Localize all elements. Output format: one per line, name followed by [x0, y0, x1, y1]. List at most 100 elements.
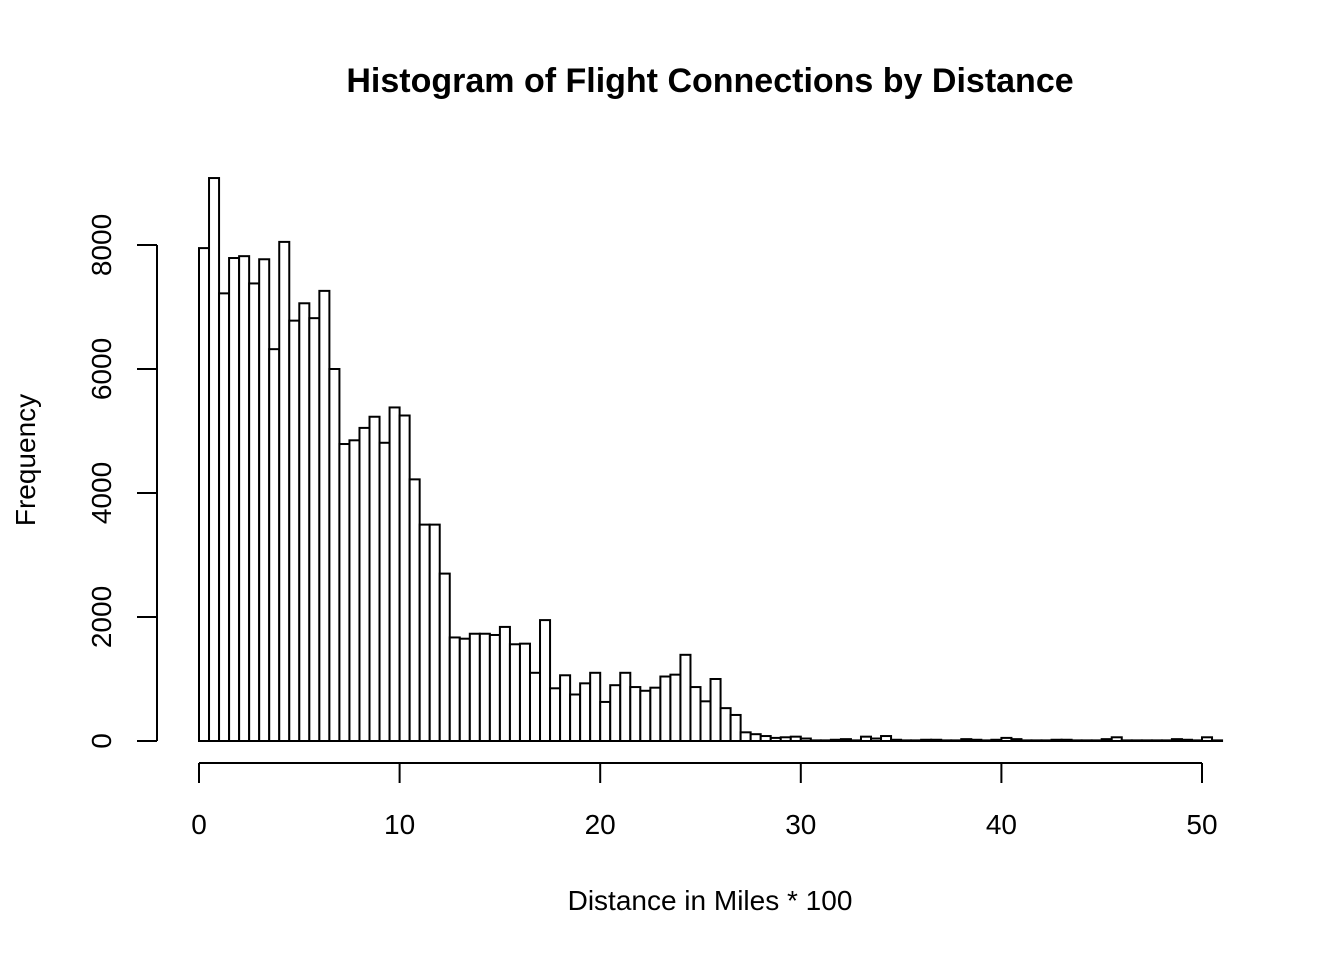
histogram-bar — [508, 643, 521, 743]
histogram-bar — [880, 735, 893, 742]
histogram-bar — [438, 572, 451, 742]
histogram-bar — [368, 415, 381, 742]
histogram-bar — [1170, 738, 1183, 743]
histogram-bar — [1130, 739, 1143, 743]
histogram-bar — [970, 738, 983, 743]
histogram-bar — [589, 671, 602, 742]
histogram-bar — [1150, 739, 1163, 743]
histogram-bar — [298, 302, 311, 742]
histogram-bar — [518, 642, 531, 742]
histogram-bar — [418, 523, 431, 742]
y-tick-label: 4000 — [86, 462, 117, 524]
histogram-bar — [679, 653, 692, 743]
histogram-bar — [1070, 739, 1083, 743]
histogram-bar — [1010, 738, 1023, 743]
histogram-bar — [408, 478, 421, 742]
histogram-bar — [488, 633, 501, 742]
histogram-bar — [1050, 738, 1063, 743]
histogram-bar — [940, 739, 953, 743]
histogram-bar — [699, 700, 712, 743]
histogram-bar — [1040, 739, 1053, 743]
histogram-bar — [308, 317, 321, 742]
histogram-bar — [599, 700, 612, 743]
histogram-bar — [498, 625, 511, 742]
histogram-bar — [990, 738, 1003, 743]
bars-group — [198, 177, 1224, 743]
histogram-bar — [1030, 739, 1043, 743]
histogram-bar — [739, 731, 752, 743]
histogram-bar — [228, 257, 241, 742]
histogram-bar — [238, 255, 251, 742]
histogram-bar — [348, 439, 361, 742]
x-tick-label: 10 — [384, 809, 415, 840]
histogram-bar — [338, 443, 351, 742]
histogram-bar — [198, 247, 211, 742]
histogram-bar — [849, 739, 862, 743]
histogram-bar — [458, 637, 471, 743]
x-axis: 0 10 20 30 40 50 — [191, 762, 1218, 840]
histogram-bar — [689, 686, 702, 742]
histogram-bar — [819, 739, 832, 743]
histogram-bar — [258, 258, 271, 742]
histogram-bar — [388, 406, 401, 742]
y-tick-label: 6000 — [86, 338, 117, 400]
histogram-bar — [729, 713, 742, 743]
x-tick-label: 40 — [986, 809, 1017, 840]
histogram-bar — [809, 739, 822, 743]
histogram-bar — [569, 693, 582, 742]
histogram-bar — [1060, 738, 1073, 743]
histogram-bar — [448, 636, 461, 743]
histogram-bar — [428, 523, 441, 742]
histogram-bar — [1160, 739, 1173, 743]
histogram-bar — [478, 632, 491, 742]
histogram-bar — [1100, 738, 1113, 743]
y-tick-label: 0 — [86, 733, 117, 749]
histogram-bar — [208, 177, 221, 743]
histogram-bar — [789, 735, 802, 742]
histogram-bar — [960, 738, 973, 743]
histogram-bar — [930, 738, 943, 743]
histogram-bar — [920, 738, 933, 743]
histogram-bar — [950, 739, 963, 743]
y-tick-label: 8000 — [86, 214, 117, 276]
histogram-bar — [1020, 739, 1033, 743]
histogram-bar — [268, 348, 281, 742]
histogram-bar — [799, 737, 812, 743]
y-tick-label: 2000 — [86, 586, 117, 648]
x-tick-label: 30 — [785, 809, 816, 840]
histogram-bar — [749, 733, 762, 742]
histogram-bar — [779, 736, 792, 743]
x-tick-label: 0 — [191, 809, 207, 840]
histogram-bar — [328, 368, 341, 742]
histogram-bar — [1140, 739, 1153, 743]
histogram-bar — [829, 738, 842, 743]
histogram-bar — [870, 737, 883, 743]
histogram-bar — [539, 619, 552, 742]
histogram-bar — [890, 738, 903, 743]
histogram-bar — [759, 735, 772, 742]
histogram-bar — [669, 673, 682, 742]
histogram-bar — [1201, 736, 1214, 743]
histogram-bar — [528, 671, 542, 742]
histogram-bar — [278, 240, 291, 742]
histogram-bar — [659, 675, 672, 743]
histogram-bar — [378, 441, 391, 742]
histogram-bar — [1110, 736, 1123, 743]
chart-title: Histogram of Flight Connections by Dista… — [346, 62, 1073, 100]
histogram-bar — [358, 426, 371, 742]
histogram-bar — [468, 632, 481, 742]
histogram-bar — [719, 707, 732, 743]
histogram-bar — [218, 292, 231, 742]
y-axis: 0 2000 4000 6000 8000 — [86, 214, 158, 749]
histogram-bar — [609, 684, 622, 743]
histogram-bar — [1211, 739, 1224, 743]
histogram-bar — [769, 736, 782, 743]
histogram-bar — [709, 678, 722, 742]
x-tick-label: 20 — [585, 809, 616, 840]
histogram-bar — [980, 739, 993, 743]
histogram-bar — [839, 738, 852, 743]
histogram-bar — [619, 671, 632, 742]
histogram-bar — [1120, 739, 1133, 743]
histogram-bar — [559, 674, 572, 743]
